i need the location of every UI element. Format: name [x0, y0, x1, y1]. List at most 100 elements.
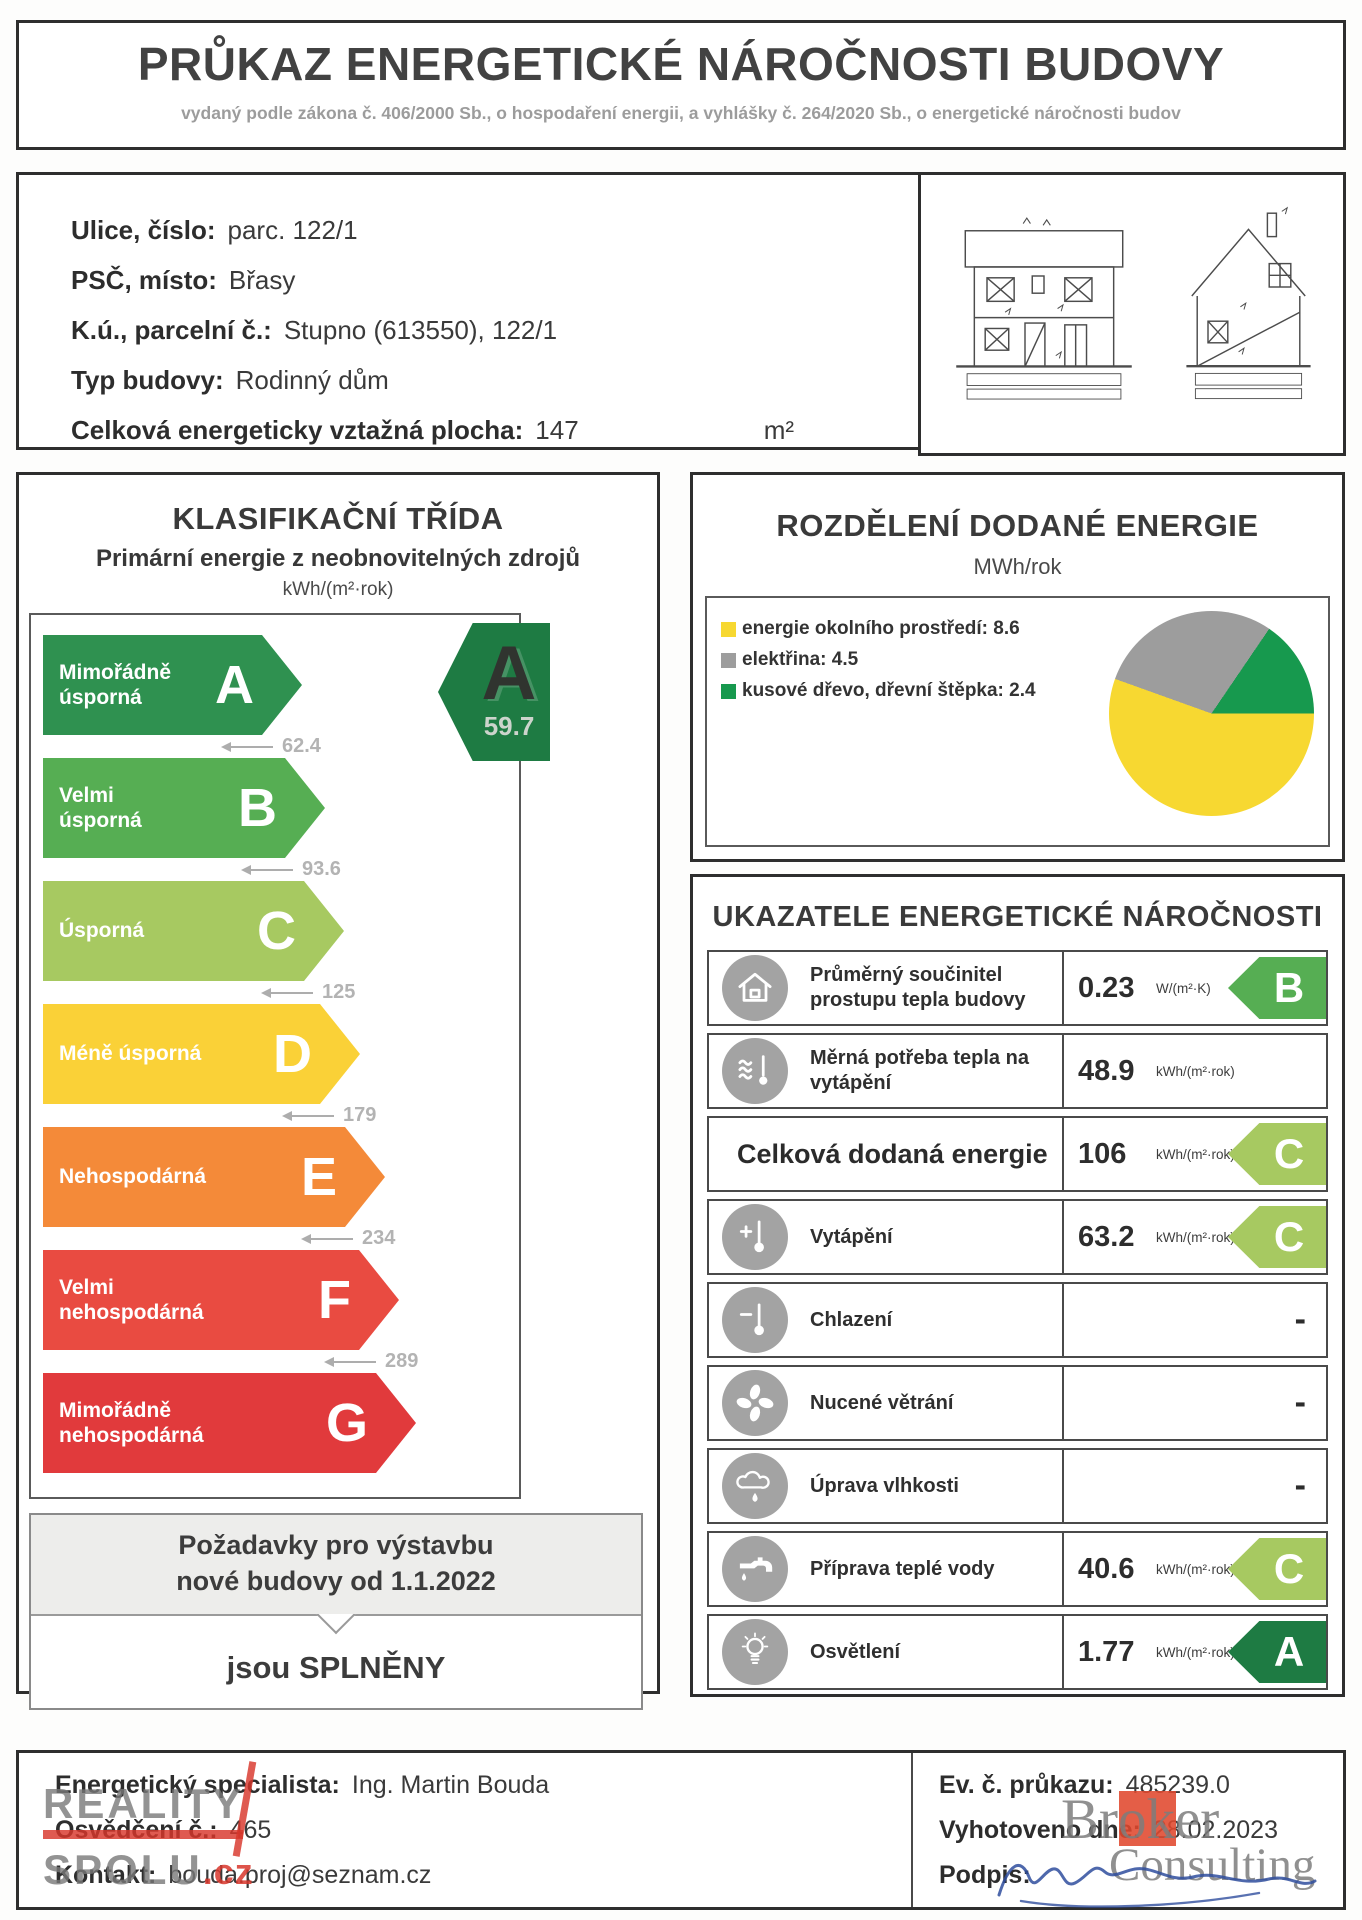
field-signature: Podpis: [939, 1861, 1278, 1890]
legend-item: elektřina: 4.5 [721, 649, 1036, 671]
field-label: K.ú., parcelní č.: [71, 315, 272, 345]
field-value: Stupno (613550), 122/1 [283, 315, 558, 345]
classification-title: KLASIFIKAČNÍ TŘÍDA [172, 501, 504, 536]
indicator-class-badge: A [1228, 1621, 1326, 1683]
energy-distribution-panel: ROZDĚLENÍ DODANÉ ENERGIE MWh/rok energie… [690, 472, 1345, 862]
indicator-label: Chlazení [810, 1308, 893, 1331]
threshold-value: 125 [322, 981, 356, 1003]
indicator-value: 1.77 [1078, 1635, 1135, 1668]
indicator-class-badge: C [1228, 1538, 1326, 1600]
main-columns: KLASIFIKAČNÍ TŘÍDA Primární energie z ne… [16, 472, 1346, 1710]
class-label: Nehospodárná [59, 1165, 207, 1189]
specialist-info: Energetický specialista: Ing. Martin Boud… [55, 1771, 549, 1906]
indicator-dash: - [1294, 1466, 1306, 1505]
class-letter: C [257, 901, 296, 961]
field-label: Celková energeticky vztažná plocha: [71, 415, 524, 445]
legend-label: energie okolního prostředí: 8.6 [742, 618, 1020, 639]
field-value: 28.02.2023 [1152, 1816, 1278, 1844]
field-label: Podpis: [939, 1861, 1031, 1889]
classification-scale: Mimořádně úsporná A 62.4 Velmi úsporná B… [29, 613, 550, 1499]
indicator-unit: kWh/(m²·rok) [1156, 1644, 1235, 1660]
indicator-value: 59.7 [483, 710, 535, 741]
threshold-value: 93.6 [302, 858, 341, 880]
field-specialist: Energetický specialista: Ing. Martin Boud… [55, 1771, 549, 1800]
class-label: Méně úsporná [59, 1042, 202, 1066]
class-label: Mimořádně úsporná [59, 660, 172, 709]
indicator-dash: - [1294, 1383, 1306, 1422]
field-value: Břasy [228, 265, 296, 295]
threshold-value: 234 [362, 1227, 396, 1249]
cooling-icon [722, 1287, 788, 1353]
class-letter: G [325, 1393, 368, 1453]
threshold-value: 289 [385, 1350, 419, 1372]
indicator-label: Celková dodaná energie [737, 1138, 1048, 1169]
ventilation-icon [722, 1370, 788, 1436]
indicators-panel: UKAZATELE ENERGETICKÉ NÁROČNOSTI Průměrn… [690, 874, 1345, 1697]
front-elevation-drawing [955, 217, 1132, 400]
indicator-label: Vytápění [810, 1225, 893, 1248]
class-letter: F [318, 1270, 351, 1330]
class-arrow-d: Méně úsporná D [43, 1004, 360, 1104]
class-label: Mimořádně nehospodárná [59, 1398, 204, 1447]
footer-section: Energetický specialista: Ing. Martin Boud… [16, 1750, 1346, 1910]
distribution-unit: MWh/rok [973, 554, 1062, 579]
page-subtitle: vydaný podle zákona č. 406/2000 Sb., o h… [181, 103, 1181, 123]
pie-chart [1109, 611, 1314, 816]
class-arrow-f: Velmi nehospodárná F [43, 1250, 399, 1350]
legend-label: elektřina: 4.5 [742, 649, 859, 670]
legend-swatch-wood [721, 683, 736, 699]
indicators-rows: Průměrný součinitel prostupu tepla budov… [707, 950, 1328, 1690]
indicator-class-badge: B [1228, 957, 1326, 1019]
indicator-value: 106 [1078, 1137, 1127, 1170]
indicator-row-total-delivered: Celková dodaná energie 106 kWh/(m²·rok) … [707, 1116, 1328, 1192]
building-info-section: Ulice, číslo: parc. 122/1 PSČ, místo: Břas… [16, 172, 1346, 456]
pie-legend: energie okolního prostředí: 8.6 elektřin… [721, 618, 1036, 711]
indicator-value: 63.2 [1078, 1220, 1135, 1253]
indicator-row-humidity: Úprava vlhkosti - [707, 1448, 1328, 1524]
field-value: bouda.proj@seznam.cz [168, 1861, 432, 1889]
field-building-type: Typ budovy: Rodinný dům [71, 365, 1343, 396]
indicator-row-lighting: Osvětlení 1.77 kWh/(m²·rok) A [707, 1614, 1328, 1690]
page-title: PRŮKAZ ENERGETICKÉ NÁROČNOSTI BUDOVY [137, 38, 1225, 90]
threshold-e-f: 234 [301, 1227, 519, 1250]
indicator-label: Úprava vlhkosti [810, 1474, 959, 1497]
field-reference-area: Celková energeticky vztažná plocha: 147 m² [71, 415, 1343, 446]
indicator-unit: kWh/(m²·rok) [1156, 1146, 1235, 1162]
class-letter: D [273, 1024, 312, 1084]
requirements-result: jsou SPLNĚNY [226, 1649, 446, 1685]
building-heat-transfer-icon [722, 955, 788, 1021]
indicator-unit: W/(m²·K) [1156, 980, 1211, 996]
field-street: Ulice, číslo: parc. 122/1 [71, 215, 1343, 246]
legend-label: kusové dřevo, dřevní štěpka: 2.4 [742, 680, 1036, 701]
threshold-arrow-icon [301, 1233, 353, 1244]
class-arrow-a: Mimořádně úsporná A [43, 635, 302, 735]
field-label: Osvědčení č.: [55, 1816, 218, 1844]
classification-subtitle: Primární energie z neobnovitelných zdroj… [95, 545, 581, 572]
indicator-row-heat-demand: Měrná potřeba tepla na vytápění 48.9 kWh… [707, 1033, 1328, 1109]
threshold-arrow-icon [221, 741, 273, 752]
field-value: 465 [229, 1816, 272, 1844]
class-arrow-b: Velmi úsporná B [43, 758, 325, 858]
threshold-arrow-icon [282, 1110, 334, 1121]
class-arrow-c: Úsporná C [43, 881, 344, 981]
header: PRŮKAZ ENERGETICKÉ NÁROČNOSTI BUDOVY vyd… [16, 20, 1346, 150]
class-row-f: Velmi nehospodárná F [43, 1250, 519, 1350]
field-label: Vyhotoveno dne: [939, 1816, 1141, 1844]
field-label: Ev. č. průkazu: [939, 1771, 1114, 1799]
legend-swatch-electricity [721, 652, 736, 668]
building-drawings-box [918, 172, 1346, 456]
field-label: Energetický specialista: [55, 1771, 340, 1799]
requirements-box: Požadavky pro výstavbu nové budovy od 1.… [29, 1513, 643, 1710]
indicators-title: UKAZATELE ENERGETICKÉ NÁROČNOSTI [712, 901, 1323, 933]
field-value: 147 [535, 415, 579, 445]
indicator-value: 40.6 [1078, 1552, 1135, 1585]
class-row-c: Úsporná C [43, 881, 519, 981]
indicator-class-badge: C [1228, 1206, 1326, 1268]
lighting-icon [722, 1619, 788, 1685]
heating-icon [722, 1204, 788, 1270]
field-certificate-id: Ev. č. průkazu: 485239.0 [939, 1771, 1278, 1800]
class-letter: E [300, 1147, 337, 1207]
field-label: Typ budovy: [71, 365, 224, 395]
distribution-chart-box: energie okolního prostředí: 8.6 elektřin… [705, 596, 1330, 847]
